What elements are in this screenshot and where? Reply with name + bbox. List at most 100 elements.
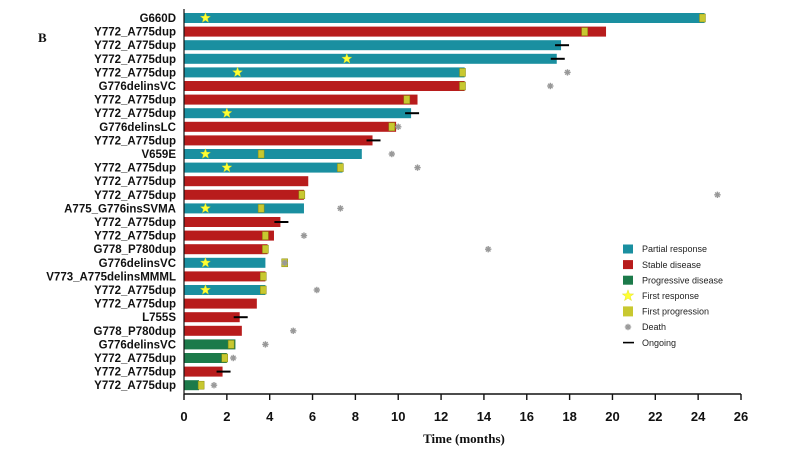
patient-bar [184, 312, 240, 323]
patient-bar [184, 94, 418, 105]
death-marker [337, 205, 344, 212]
patient-label: G776delinsVC [99, 339, 176, 351]
legend-item: Stable disease [623, 260, 701, 270]
legend: Partial response Stable disease Progressiv… [621, 244, 723, 348]
patient-label: Y772_A775dup [94, 380, 176, 392]
first-response-star [199, 284, 211, 295]
patient-label: Y772_A775dup [94, 299, 176, 311]
legend-swatch [623, 275, 633, 285]
death-stroke [414, 164, 421, 171]
legend-swatch [623, 244, 633, 254]
legend-swatch [623, 260, 633, 270]
patient-bar [184, 325, 242, 336]
markers-layer [197, 12, 721, 390]
first-progression-marker [388, 122, 396, 132]
first-response-star [341, 53, 353, 64]
patient-label: Y772_A775dup [94, 176, 176, 188]
patient-bar [184, 135, 373, 146]
patient-label: G776delinsVC [99, 258, 176, 270]
patient-bar [184, 366, 223, 377]
death-marker [414, 164, 421, 171]
patient-bar [184, 40, 562, 51]
patient-bar [184, 203, 304, 214]
patient-label: Y772_A775dup [94, 27, 176, 39]
legend-death-icon [624, 323, 632, 331]
patient-label: Y772_A775dup [94, 163, 176, 175]
patient-label: Y772_A775dup [94, 40, 176, 52]
category-labels: G660DY772_A775dupY772_A775dupY772_A775du… [46, 13, 176, 392]
x-tick-label: 20 [605, 409, 619, 424]
x-axis: 0 2 4 6 8 10 12 14 16 18 20 22 24 26 [180, 9, 748, 424]
first-response-star [199, 202, 211, 214]
first-progression-marker [262, 231, 269, 240]
legend-item: Progressive disease [623, 275, 723, 285]
legend-label: Stable disease [642, 260, 701, 270]
patient-label: G778_P780dup [94, 244, 176, 256]
patient-bar [184, 353, 227, 363]
legend-star-icon [621, 289, 635, 302]
death-stroke [262, 341, 269, 348]
x-tick-label: 8 [352, 409, 359, 424]
death-stroke [395, 124, 401, 130]
patient-bar [184, 244, 268, 255]
death-marker [564, 69, 571, 76]
first-progression-marker [581, 27, 588, 36]
death-stroke [230, 355, 237, 361]
patient-bar [184, 339, 236, 350]
legend-label: Death [642, 322, 666, 332]
patient-label: Y772_A775dup [94, 67, 176, 79]
patient-label: G660D [140, 13, 176, 25]
first-response-star [199, 257, 211, 268]
x-tick-label: 2 [223, 409, 230, 424]
x-tick-label: 12 [434, 409, 448, 424]
death-stroke [301, 232, 307, 239]
patient-label: Y772_A775dup [94, 95, 176, 107]
death-marker [230, 354, 237, 362]
patient-label: Y772_A775dup [94, 285, 176, 297]
first-progression-marker [221, 353, 228, 363]
death-stroke [337, 205, 344, 212]
patient-label: G778_P780dup [94, 326, 176, 338]
patient-bar [184, 53, 557, 64]
legend-item: First progression [623, 306, 709, 317]
death-stroke [281, 260, 288, 266]
first-response-star [199, 12, 211, 23]
first-progression-marker [257, 149, 265, 159]
death-marker [714, 191, 721, 198]
first-progression-marker [260, 272, 267, 281]
x-axis-title: Time (months) [423, 431, 505, 446]
patient-bar [184, 380, 199, 391]
x-tick-label: 16 [520, 409, 534, 424]
first-progression-marker [262, 244, 269, 254]
legend-label: First response [642, 291, 699, 301]
patient-label: Y772_A775dup [94, 231, 176, 243]
first-progression-marker [459, 68, 466, 77]
patient-bar [184, 81, 465, 91]
patient-bar [184, 217, 281, 227]
death-marker [300, 232, 308, 239]
death-marker [395, 123, 402, 130]
patient-label: Y772_A775dup [94, 54, 176, 66]
death-stroke [485, 246, 491, 252]
first-progression-marker [257, 204, 265, 213]
death-marker [313, 286, 321, 294]
legend-label: First progression [642, 307, 709, 317]
patient-label: L755S [142, 312, 176, 324]
death-stroke [547, 83, 554, 89]
patient-bar [184, 108, 412, 119]
legend-label: Ongoing [642, 338, 676, 348]
patient-bar [184, 121, 397, 132]
patient-label: Y772_A775dup [94, 135, 176, 147]
legend-label: Progressive disease [642, 275, 723, 285]
patient-bar [184, 176, 309, 187]
panel-label: B [38, 30, 47, 45]
x-tick-label: 10 [391, 409, 405, 424]
first-response-star [221, 107, 233, 118]
legend-item: Ongoing [623, 338, 676, 348]
death-stroke [564, 69, 571, 76]
patient-bar [184, 271, 266, 282]
first-progression-marker [197, 380, 205, 390]
patient-bar [184, 257, 266, 268]
first-response-star [232, 66, 244, 78]
